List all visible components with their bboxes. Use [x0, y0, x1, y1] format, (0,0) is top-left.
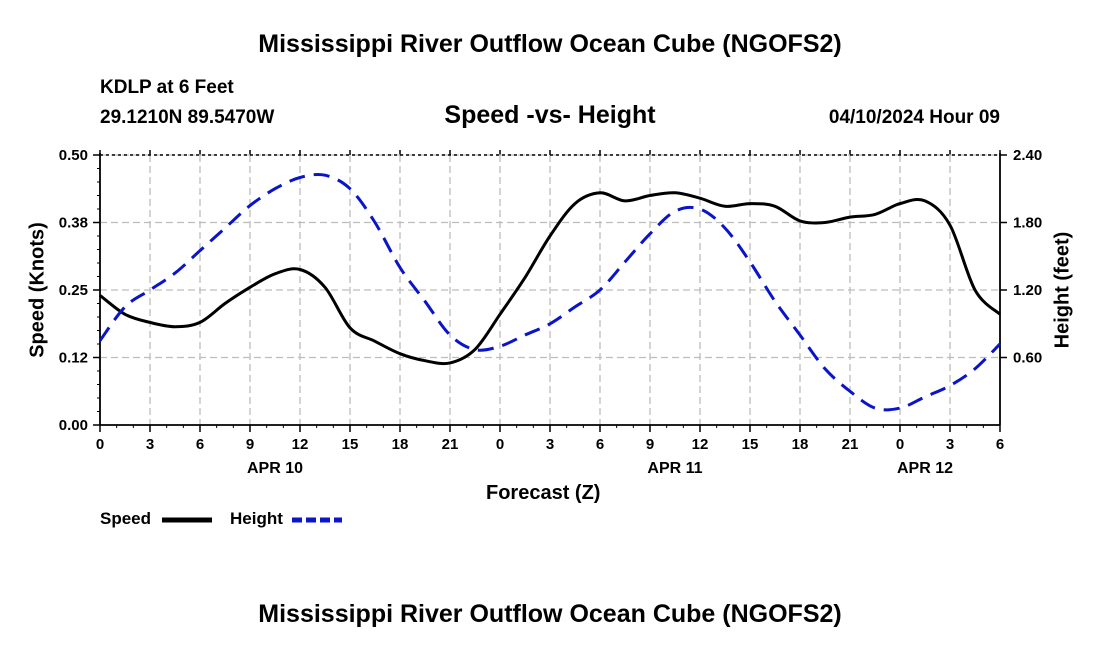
- x-tick-label: 18: [792, 436, 809, 453]
- y2-tick-label: 1.80: [1013, 215, 1042, 232]
- y-tick-label: 0.25: [59, 282, 88, 299]
- x-tick-label: 21: [442, 436, 459, 453]
- y2-tick-label: 0.60: [1013, 350, 1042, 367]
- y2-tick-label: 1.20: [1013, 282, 1042, 299]
- x-tick-label: 9: [246, 436, 254, 453]
- x-tick-label: 0: [496, 436, 504, 453]
- x-tick-label: 6: [596, 436, 604, 453]
- forecast-datetime: 04/10/2024 Hour 09: [828, 107, 1000, 128]
- y-tick-label: 0.38: [59, 215, 88, 232]
- x-axis-label: Forecast (Z): [486, 482, 601, 504]
- x-tick-label: 9: [646, 436, 654, 453]
- y-tick-label: 0.12: [59, 350, 88, 367]
- height-series-line: [98, 172, 1002, 412]
- x-tick-label: 3: [946, 436, 954, 453]
- x-date-label: APR 10: [247, 460, 303, 477]
- x-tick-label: 0: [96, 436, 104, 453]
- y2-tick-label: 2.40: [1013, 147, 1042, 164]
- x-tick-label: 6: [196, 436, 204, 453]
- chart-main-title-repeat: Mississippi River Outflow Ocean Cube (NG…: [258, 600, 842, 628]
- y-tick-label: 0.00: [59, 417, 88, 434]
- x-date-label: APR 11: [647, 460, 702, 477]
- y-tick-label: 0.50: [59, 147, 88, 164]
- legend-height-label: Height: [230, 509, 283, 528]
- x-tick-label: 15: [742, 436, 759, 453]
- x-tick-label: 6: [996, 436, 1004, 453]
- x-tick-label: 3: [146, 436, 154, 453]
- speed-series-line: [99, 191, 1002, 366]
- station-name: KDLP at 6 Feet: [100, 77, 234, 98]
- x-tick-label: 15: [342, 436, 359, 453]
- x-tick-label: 12: [292, 436, 309, 453]
- legend-speed-label: Speed: [100, 509, 152, 528]
- x-tick-label: 0: [896, 436, 904, 453]
- x-date-label: APR 12: [897, 460, 953, 477]
- x-tick-label: 21: [842, 436, 859, 453]
- x-tick-label: 18: [392, 436, 409, 453]
- y-axis-label-left: Speed (Knots): [26, 222, 49, 358]
- chart-subtitle: Speed -vs- Height: [444, 101, 656, 129]
- station-coords: 29.1210N 89.5470W: [100, 107, 275, 128]
- chart-main-title: Mississippi River Outflow Ocean Cube (NG…: [258, 30, 842, 58]
- x-tick-label: 3: [546, 436, 554, 453]
- x-tick-label: 12: [692, 436, 709, 453]
- y-axis-label-right: Height (feet): [1051, 231, 1074, 349]
